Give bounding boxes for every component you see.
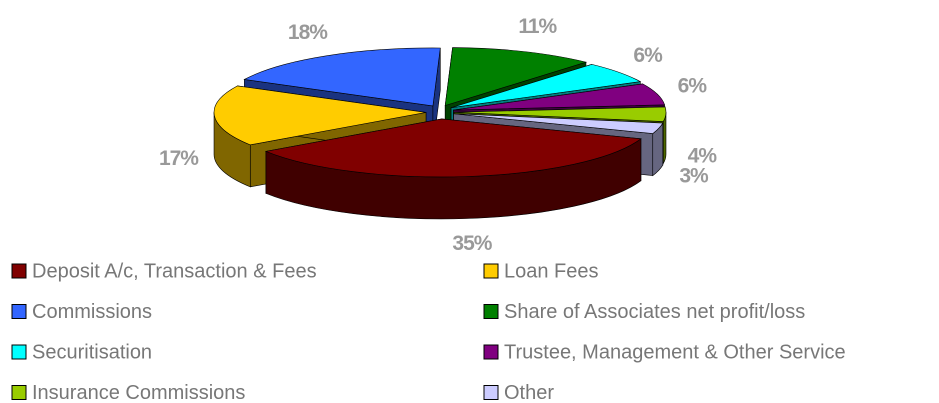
legend-swatch bbox=[11, 385, 27, 400]
legend-swatch bbox=[11, 263, 27, 279]
slice bbox=[264, 118, 642, 178]
legend-label: Deposit A/c, Transaction & Fees bbox=[32, 260, 317, 282]
data-label: 4% bbox=[688, 145, 718, 168]
data-label: 3% bbox=[679, 164, 709, 187]
data-label: 11% bbox=[518, 15, 557, 38]
legend-label: Share of Associates net profit/loss bbox=[504, 301, 805, 323]
slice bbox=[444, 47, 588, 106]
legend-label: Other bbox=[504, 382, 554, 403]
slice bbox=[451, 64, 642, 109]
slice bbox=[213, 85, 427, 146]
slice bbox=[453, 106, 667, 122]
data-label: 6% bbox=[633, 44, 663, 67]
slice bbox=[453, 113, 664, 134]
legend-swatch bbox=[483, 385, 499, 400]
slice bbox=[243, 47, 441, 107]
legend-swatch bbox=[483, 304, 499, 319]
legend-swatch bbox=[483, 344, 499, 360]
legend-label: Insurance Commissions bbox=[32, 382, 245, 403]
legend-swatch bbox=[11, 344, 27, 360]
legend-label: Trustee, Management & Other Service bbox=[504, 341, 846, 363]
data-label: 18% bbox=[288, 21, 328, 44]
legend-label: Commissions bbox=[32, 301, 152, 323]
data-label: 6% bbox=[678, 74, 708, 97]
legend-label: Securitisation bbox=[32, 341, 152, 363]
data-label: 35% bbox=[452, 232, 492, 255]
data-label: 17% bbox=[159, 147, 199, 170]
legend-swatch bbox=[483, 263, 499, 279]
legend-label: Loan Fees bbox=[504, 260, 599, 282]
legend-swatch bbox=[11, 304, 27, 319]
slice bbox=[453, 83, 666, 111]
